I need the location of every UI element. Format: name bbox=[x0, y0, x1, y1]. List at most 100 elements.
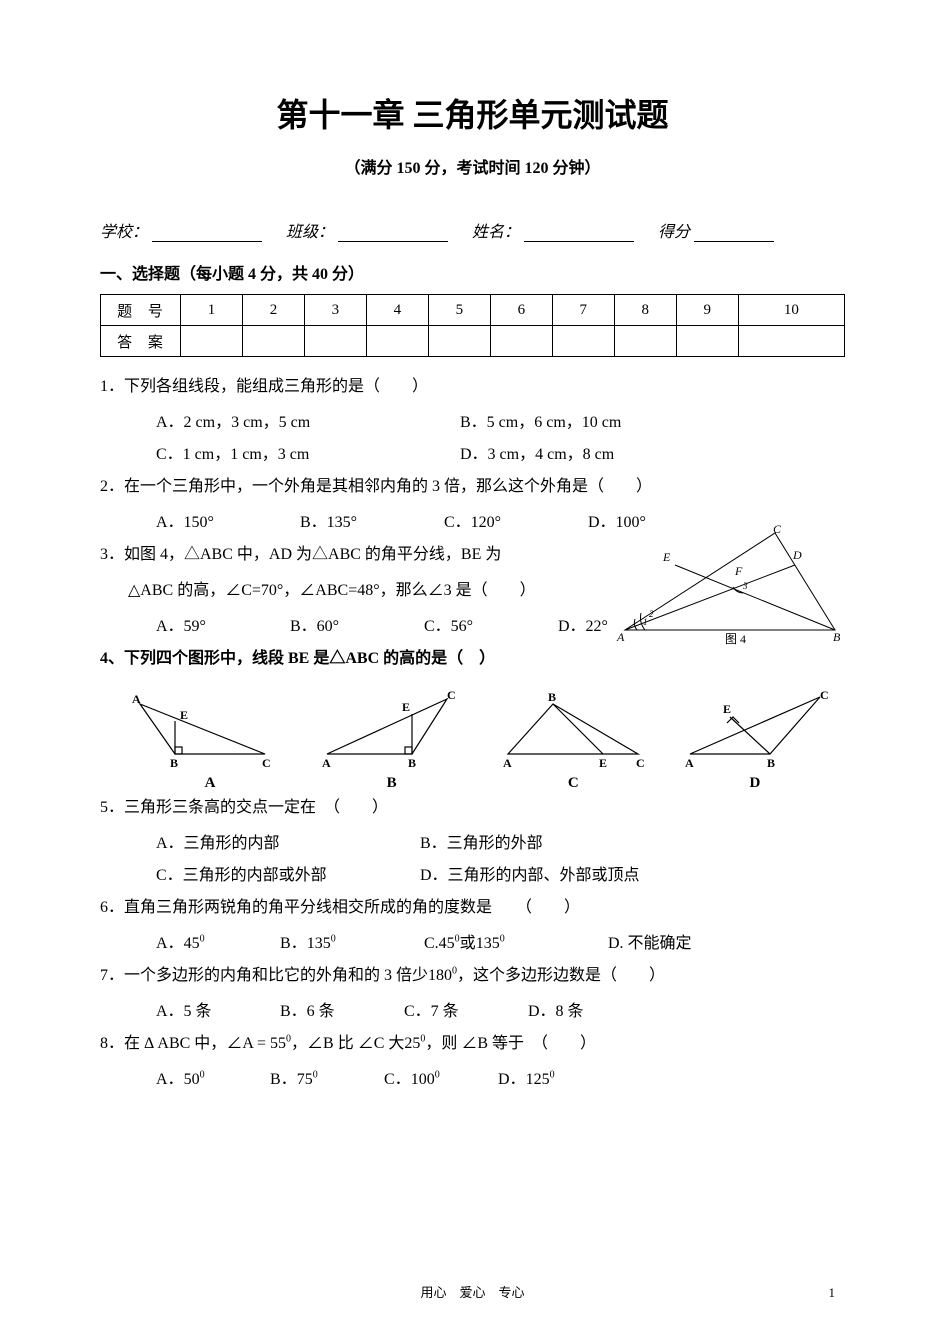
q3-opt-d: D．22° bbox=[558, 611, 608, 643]
answer-cell[interactable] bbox=[242, 326, 304, 357]
svg-text:B: B bbox=[408, 756, 416, 769]
school-blank[interactable] bbox=[152, 218, 262, 242]
q6-opt-d: D. 不能确定 bbox=[608, 928, 692, 960]
svg-text:A: A bbox=[616, 630, 625, 644]
q4-fig-c: A B C E C bbox=[493, 689, 653, 792]
name-label: 姓名： bbox=[472, 218, 520, 242]
answer-cell[interactable] bbox=[428, 326, 490, 357]
col-header: 9 bbox=[676, 295, 738, 326]
class-blank[interactable] bbox=[338, 218, 448, 242]
svg-text:E: E bbox=[723, 702, 731, 716]
q7-opt-d: D．8 条 bbox=[528, 996, 584, 1028]
svg-text:图 4: 图 4 bbox=[725, 632, 746, 645]
q1-opts-row1: A．2 cm，3 cm，5 cm B．5 cm，6 cm，10 cm bbox=[100, 407, 845, 439]
q7-opts: A．5 条 B．6 条 C．7 条 D．8 条 bbox=[100, 996, 845, 1028]
q5-opts-row1: A．三角形的内部 B．三角形的外部 bbox=[100, 828, 845, 860]
q7-opt-b: B．6 条 bbox=[280, 996, 400, 1028]
q2-opt-c: C．120° bbox=[444, 507, 584, 539]
row-label: 题 号 bbox=[101, 295, 181, 326]
svg-text:1: 1 bbox=[643, 617, 648, 627]
q6-opt-a: A．450 bbox=[156, 928, 276, 960]
col-header: 8 bbox=[614, 295, 676, 326]
q3-opt-b: B．60° bbox=[290, 611, 420, 643]
q2-opt-b: B．135° bbox=[300, 507, 440, 539]
q5-opts-row2: C．三角形的内部或外部 D．三角形的内部、外部或顶点 bbox=[100, 860, 845, 892]
q3-opt-a: A．59° bbox=[156, 611, 286, 643]
q7-opt-c: C．7 条 bbox=[404, 996, 524, 1028]
q1-opt-a: A．2 cm，3 cm，5 cm bbox=[156, 407, 456, 439]
class-label: 班级： bbox=[286, 218, 334, 242]
q7-opt-a: A．5 条 bbox=[156, 996, 276, 1028]
answer-cell[interactable] bbox=[676, 326, 738, 357]
answer-table: 题 号 1 2 3 4 5 6 7 8 9 10 答 案 bbox=[100, 294, 845, 357]
section-1-header: 一、选择题（每小题 4 分，共 40 分） bbox=[100, 260, 845, 284]
row-label: 答 案 bbox=[101, 326, 181, 357]
q1-opt-b: B．5 cm，6 cm，10 cm bbox=[460, 407, 621, 439]
svg-text:C: C bbox=[820, 689, 829, 702]
q5-opt-b: B．三角形的外部 bbox=[420, 828, 543, 860]
col-header: 10 bbox=[738, 295, 844, 326]
svg-text:D: D bbox=[792, 548, 802, 562]
q8-opts: A．500 B．750 C．1000 D．1250 bbox=[100, 1064, 845, 1096]
answer-cell[interactable] bbox=[614, 326, 676, 357]
col-header: 4 bbox=[366, 295, 428, 326]
svg-text:E: E bbox=[180, 708, 188, 722]
col-header: 5 bbox=[428, 295, 490, 326]
q4-fig-b: A B C E B bbox=[312, 689, 472, 792]
svg-text:E: E bbox=[662, 550, 671, 564]
q5-stem: 5．三角形三条高的交点一定在 （ ） bbox=[100, 792, 845, 824]
svg-text:A: A bbox=[132, 692, 141, 706]
answer-cell[interactable] bbox=[304, 326, 366, 357]
q1-opt-d: D．3 cm，4 cm，8 cm bbox=[460, 439, 614, 471]
svg-text:A: A bbox=[503, 756, 512, 769]
svg-text:A: A bbox=[685, 756, 694, 769]
svg-text:E: E bbox=[599, 756, 607, 769]
q4-fig-a: A B C E A bbox=[130, 689, 290, 792]
score-label: 得分 bbox=[658, 218, 690, 242]
q4-stem: 4、下列四个图形中，线段 BE 是△ABC 的高的是（ ） bbox=[100, 643, 845, 675]
q8-opt-c: C．1000 bbox=[384, 1064, 494, 1096]
doc-title: 第十一章 三角形单元测试题 bbox=[100, 90, 845, 136]
q5-opt-a: A．三角形的内部 bbox=[156, 828, 416, 860]
svg-text:B: B bbox=[767, 756, 775, 769]
svg-text:B: B bbox=[548, 690, 556, 704]
info-line: 学校： 班级： 姓名： 得分 bbox=[100, 218, 845, 242]
q5-opt-c: C．三角形的内部或外部 bbox=[156, 860, 416, 892]
svg-text:E: E bbox=[402, 700, 410, 714]
page-number: 1 bbox=[829, 1285, 836, 1301]
q1-opts-row2: C．1 cm，1 cm，3 cm D．3 cm，4 cm，8 cm bbox=[100, 439, 845, 471]
q6-stem: 6．直角三角形两锐角的角平分线相交所成的角的度数是 （ ） bbox=[100, 892, 845, 924]
col-header: 7 bbox=[552, 295, 614, 326]
answer-cell[interactable] bbox=[552, 326, 614, 357]
col-header: 6 bbox=[490, 295, 552, 326]
score-blank[interactable] bbox=[694, 218, 774, 242]
q5-opt-d: D．三角形的内部、外部或顶点 bbox=[420, 860, 640, 892]
footer-text: 用心 爱心 专心 bbox=[0, 1282, 945, 1301]
svg-text:A: A bbox=[322, 756, 331, 769]
answer-cell[interactable] bbox=[181, 326, 243, 357]
svg-text:C: C bbox=[636, 756, 645, 769]
svg-text:3: 3 bbox=[742, 581, 748, 591]
q2-stem: 2．在一个三角形中，一个外角是其相邻内角的 3 倍，那么这个外角是（ ） bbox=[100, 471, 845, 503]
svg-text:B: B bbox=[833, 630, 841, 644]
answer-cell[interactable] bbox=[738, 326, 844, 357]
q8-stem: 8．在 Δ ABC 中，∠A = 550，∠B 比 ∠C 大250，则 ∠B 等… bbox=[100, 1028, 845, 1060]
col-header: 3 bbox=[304, 295, 366, 326]
table-row: 答 案 bbox=[101, 326, 845, 357]
svg-text:C: C bbox=[447, 689, 456, 702]
q3-opt-c: C．56° bbox=[424, 611, 554, 643]
name-blank[interactable] bbox=[524, 218, 634, 242]
svg-text:2: 2 bbox=[649, 609, 654, 619]
q8-opt-b: B．750 bbox=[270, 1064, 380, 1096]
answer-cell[interactable] bbox=[366, 326, 428, 357]
col-header: 1 bbox=[181, 295, 243, 326]
answer-cell[interactable] bbox=[490, 326, 552, 357]
q1-stem: 1．下列各组线段，能组成三角形的是（ ） bbox=[100, 371, 845, 403]
svg-text:C: C bbox=[262, 756, 271, 769]
table-row: 题 号 1 2 3 4 5 6 7 8 9 10 bbox=[101, 295, 845, 326]
q8-opt-a: A．500 bbox=[156, 1064, 266, 1096]
q6-opt-c: C.450或1350 bbox=[424, 928, 604, 960]
school-label: 学校： bbox=[100, 218, 148, 242]
q4-figures: A B C E A A B C E bbox=[100, 679, 845, 792]
q1-opt-c: C．1 cm，1 cm，3 cm bbox=[156, 439, 456, 471]
